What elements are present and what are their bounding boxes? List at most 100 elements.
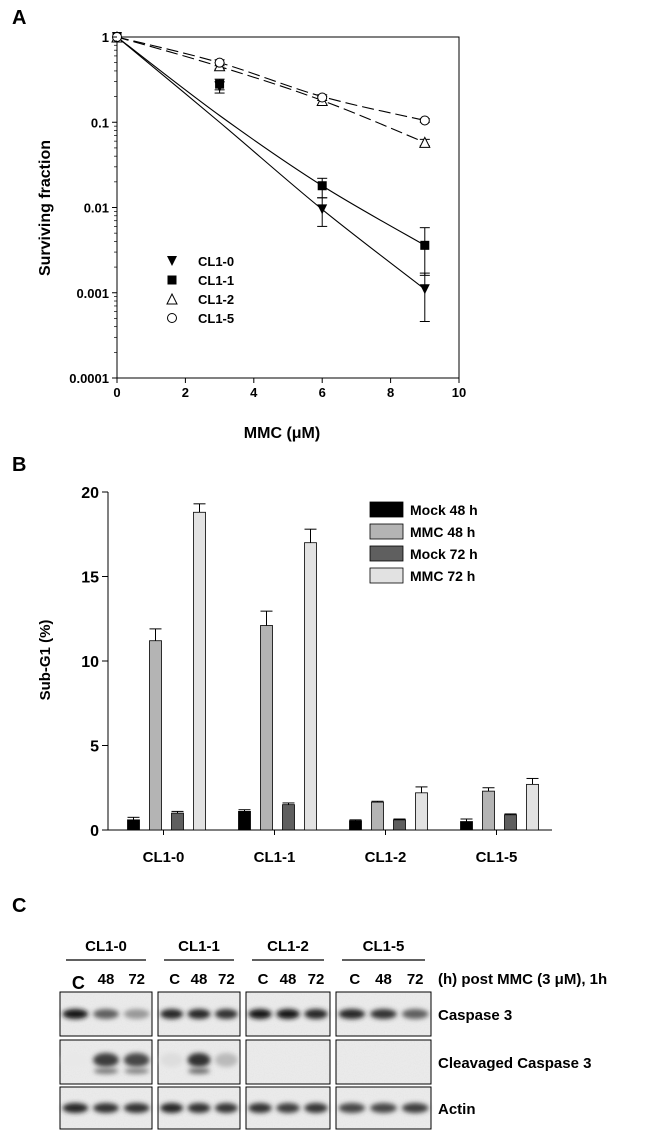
fit-line-cl1-1 (116, 36, 426, 246)
group-label: CL1-1 (178, 938, 220, 955)
band (160, 1009, 184, 1019)
legend-swatch (369, 501, 404, 518)
x-tick-label: 2 (182, 385, 189, 400)
bar (482, 790, 495, 831)
band (248, 1009, 272, 1019)
blot-texture (247, 1041, 329, 1083)
band (160, 1103, 184, 1113)
lane-label: 48 (191, 971, 208, 988)
band (187, 1009, 211, 1019)
band (370, 1103, 397, 1113)
condition-label: (h) post MMC (3 μM), 1h (438, 971, 607, 988)
y-tick-label: 0.0001 (69, 371, 109, 386)
band (187, 1103, 211, 1113)
band (370, 1009, 397, 1019)
panel-label-b: B (12, 454, 26, 476)
category-label: CL1-5 (476, 849, 518, 866)
y-tick-label: 0 (90, 823, 99, 840)
band (338, 1103, 366, 1113)
band (187, 1053, 211, 1067)
data-point (317, 181, 327, 191)
lane-label: 72 (218, 971, 235, 988)
legend-label: MMC 72 h (410, 568, 475, 584)
lane-label: C (349, 971, 360, 988)
blot-texture (337, 1041, 430, 1083)
y-tick-label: 0.001 (76, 286, 109, 301)
group-label: CL1-0 (85, 938, 127, 955)
band (62, 1053, 89, 1067)
data-point (167, 256, 177, 266)
band (160, 1053, 184, 1067)
group-label: CL1-2 (267, 938, 309, 955)
band (124, 1068, 149, 1074)
y-tick-label: 10 (81, 654, 99, 671)
band (93, 1103, 119, 1113)
band (62, 1009, 89, 1019)
data-point (215, 79, 225, 89)
lane-label: 72 (128, 971, 145, 988)
band (304, 1009, 328, 1019)
bar (526, 783, 539, 831)
legend: Mock 48 h MMC 48 h Mock 72 h MMC 72 h (369, 501, 478, 584)
category-label: CL1-2 (365, 849, 407, 866)
category-label: CL1-0 (143, 849, 185, 866)
lane-label: 48 (98, 971, 115, 988)
bar (282, 804, 295, 831)
bar (415, 792, 428, 831)
bar (349, 820, 362, 831)
data-point (166, 292, 178, 305)
row-label: Cleavaged Caspase 3 (438, 1055, 591, 1072)
legend-label: CL1-2 (198, 292, 234, 307)
fit-line-cl1-2 (116, 36, 426, 143)
bar (371, 801, 384, 831)
panel-label-c: C (12, 895, 26, 917)
band (123, 1009, 150, 1019)
bar (460, 821, 473, 831)
band (62, 1103, 89, 1113)
legend-label: MMC 48 h (410, 524, 475, 540)
data-point (167, 275, 177, 285)
lane-label: C (72, 973, 85, 993)
band (304, 1103, 328, 1113)
data-point (317, 92, 328, 103)
band (93, 1068, 119, 1074)
y-axis-label: Sub-G1 (%) (37, 620, 54, 701)
survival-chart: 0 2 4 6 8 10 1 0.1 0.01 0.001 0.0001 Surviving fra… (37, 30, 466, 442)
lane-label: 48 (280, 971, 297, 988)
band (93, 1009, 119, 1019)
fit-line-cl1-0 (116, 36, 426, 290)
bar (393, 819, 406, 831)
data-point (317, 204, 328, 215)
x-tick-label: 10 (452, 385, 466, 400)
data-point (419, 284, 430, 295)
band (338, 1009, 366, 1019)
y-tick-label: 15 (81, 570, 99, 587)
data-point (167, 313, 177, 323)
band (276, 1009, 300, 1019)
bar (193, 511, 206, 831)
y-tick-label: 0.1 (91, 115, 109, 130)
data-point (418, 136, 431, 148)
legend-label: CL1-1 (198, 273, 234, 288)
category-label: CL1-1 (254, 849, 296, 866)
bar (238, 811, 251, 831)
x-tick-label: 6 (319, 385, 326, 400)
group-label: CL1-5 (363, 938, 405, 955)
y-tick-label: 20 (81, 485, 99, 502)
bar (504, 814, 517, 831)
band (214, 1053, 238, 1067)
lane-label: 48 (375, 971, 392, 988)
bar (260, 625, 273, 831)
band (214, 1103, 238, 1113)
lane-label: C (258, 971, 269, 988)
lane-label: C (169, 971, 180, 988)
band (401, 1103, 429, 1113)
legend-label: Mock 72 h (410, 546, 478, 562)
x-tick-label: 0 (113, 385, 120, 400)
y-tick-label: 5 (90, 739, 99, 756)
y-tick-label: 1 (102, 30, 109, 45)
legend-swatch (369, 523, 404, 540)
panel-label-a: A (12, 7, 26, 29)
legend-label: CL1-0 (198, 254, 234, 269)
